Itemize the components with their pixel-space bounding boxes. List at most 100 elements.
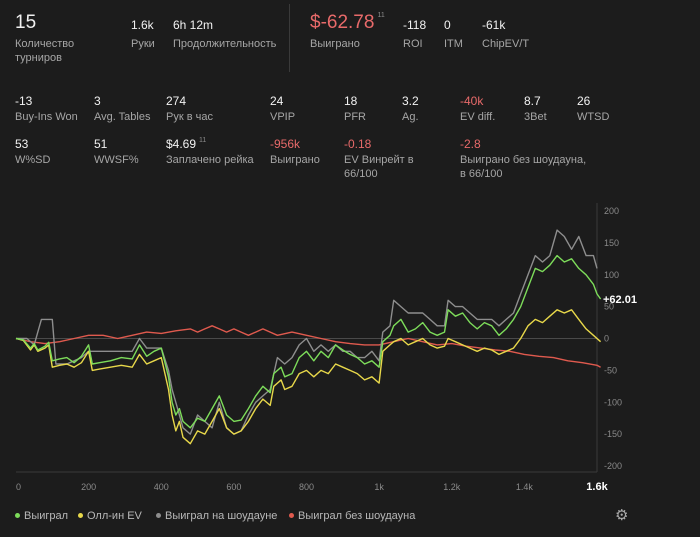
stat-label: PFR	[344, 111, 366, 123]
stat-value-text: -13	[15, 94, 33, 108]
stat-value-text: -2.8	[460, 137, 481, 151]
y-tick-label: -100	[604, 397, 622, 407]
hands-label: Руки	[131, 38, 155, 50]
roi-value: -118	[403, 18, 427, 32]
y-tick-label: -50	[604, 365, 617, 375]
legend-item[interactable]: Выиграл	[15, 510, 68, 522]
stat-value: 3	[94, 94, 101, 108]
end-value-label: +62.01	[603, 294, 637, 306]
stat-value-text: 274	[166, 94, 187, 108]
stat-value: 274	[166, 94, 186, 108]
legend-label: Выиграл	[24, 510, 69, 522]
stat-label: Выиграно без шоудауна, в 66/100	[460, 154, 587, 180]
gear-icon[interactable]: ⚙	[615, 507, 629, 524]
x-tick-label: 1.4k	[516, 482, 534, 492]
stat-value-text: 53	[15, 137, 29, 151]
chipev-value: -61k	[482, 18, 506, 32]
stat-value-text: 26	[577, 94, 591, 108]
legend-item[interactable]: Олл-ин EV	[78, 510, 142, 522]
x-tick-label: 1.2k	[443, 482, 461, 492]
stat-value: $4.69 11	[166, 137, 206, 151]
y-tick-label: 50	[604, 302, 614, 312]
legend-dot-icon	[78, 512, 83, 518]
stat-value-text: -956k	[270, 137, 301, 151]
profit-graph: 200 150 100 50 0 -50 -100 -150 -200 0 200 400 600 800…	[15, 203, 637, 493]
series-line	[15, 254, 602, 429]
legend-label: Олл-ин EV	[87, 510, 142, 522]
stat-value-text: -40k	[460, 94, 484, 108]
legend-label: Выиграл без шоудауна	[298, 510, 416, 522]
stat-label: VPIP	[270, 111, 296, 123]
series-line	[15, 309, 602, 445]
stat-label: EV diff.	[460, 111, 496, 123]
x-tick-label: 600	[226, 482, 241, 492]
x-tick-label: 1k	[374, 482, 384, 492]
stat-value: -40k	[460, 94, 483, 108]
stat-value-text: -0.18	[344, 137, 372, 151]
y-tick-label: 0	[604, 334, 609, 344]
x-tick-label: 0	[16, 482, 21, 492]
series-line	[16, 229, 598, 435]
legend-label: Выиграл на шоудауне	[165, 510, 278, 522]
legend-dot-icon	[156, 512, 161, 518]
stat-label: EV Винрейт в 66/100	[344, 154, 414, 180]
stat-value: 51	[94, 137, 107, 151]
won-label: Выиграно	[310, 38, 360, 50]
hands-value: 1.6k	[131, 18, 154, 32]
y-tick-label: -150	[604, 429, 622, 439]
stat-value-text: 3	[94, 94, 101, 108]
stat-value-text: $4.69	[166, 137, 197, 151]
stat-value: -13	[15, 94, 32, 108]
stat-value-text: 24	[270, 94, 284, 108]
y-tick-label: -200	[604, 461, 622, 471]
legend-dot-icon	[289, 512, 294, 518]
stat-value: 18	[344, 94, 357, 108]
stat-value-text: 3.2	[402, 94, 419, 108]
x-tick-label: 200	[81, 482, 96, 492]
stat-value: 24	[270, 94, 283, 108]
itm-value: 0	[444, 18, 451, 32]
stat-label: 3Bet	[524, 111, 547, 123]
stat-label: WTSD	[577, 111, 610, 123]
y-tick-label: 150	[604, 238, 619, 248]
stat-value-text: 18	[344, 94, 358, 108]
tournaments-value: 15	[15, 12, 37, 33]
duration-label: Продолжительность	[173, 38, 277, 50]
y-tick-label: 100	[604, 270, 619, 280]
stat-label: Рук в час	[166, 111, 213, 123]
roi-label: ROI	[403, 38, 423, 50]
stat-value: -956k	[270, 137, 300, 151]
stat-value: 8.7	[524, 94, 541, 108]
duration-value: 6h 12m	[173, 18, 214, 32]
stat-value: -2.8	[460, 137, 481, 151]
stat-label: Avg. Tables	[94, 111, 151, 123]
chipev-label: ChipEV/T	[482, 38, 530, 50]
stat-value: 3.2	[402, 94, 419, 108]
stat-value: 53	[15, 137, 28, 151]
stat-value-text: 8.7	[524, 94, 541, 108]
stat-label: W%SD	[15, 154, 51, 166]
legend-dot-icon	[15, 512, 20, 518]
won-currency-sup: 11	[377, 12, 385, 19]
series-line	[15, 325, 601, 368]
stat-value: 26	[577, 94, 590, 108]
x-tick-label: 1.6k	[586, 481, 608, 493]
stats-divider	[289, 4, 290, 72]
legend-item[interactable]: Выиграл без шоудауна	[289, 510, 415, 522]
stat-value: -0.18	[344, 137, 371, 151]
stat-label: Выиграно	[270, 154, 320, 166]
won-value-group: $-62.78 11	[310, 12, 385, 34]
tournaments-label: Количество турниров	[15, 38, 75, 64]
stat-value-text: 51	[94, 137, 108, 151]
stat-label: Заплачено рейка	[166, 154, 254, 166]
x-tick-label: 400	[154, 482, 169, 492]
stat-label: Ag.	[402, 111, 419, 123]
stat-label: Buy-Ins Won	[15, 111, 78, 123]
itm-label: ITM	[444, 38, 463, 50]
x-tick-label: 800	[299, 482, 314, 492]
stat-label: WWSF%	[94, 154, 139, 166]
won-value: $-62.78	[310, 12, 375, 33]
currency-sup: 11	[199, 137, 207, 144]
y-tick-label: 200	[604, 206, 619, 216]
legend-item[interactable]: Выиграл на шоудауне	[156, 510, 277, 522]
